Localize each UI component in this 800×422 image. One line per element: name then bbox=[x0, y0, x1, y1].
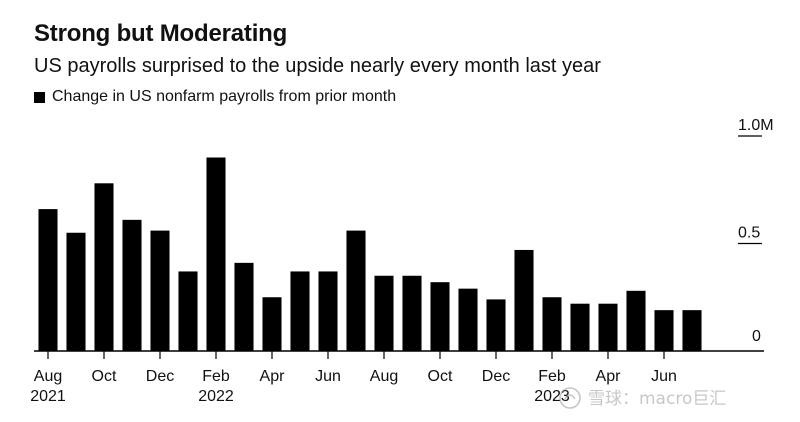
legend-swatch bbox=[34, 91, 45, 103]
y-tick-label: 1.0M bbox=[738, 117, 774, 134]
y-tick-label: 0 bbox=[752, 328, 761, 345]
bar-dec-2021 bbox=[150, 230, 170, 351]
bar-jul-2022 bbox=[346, 230, 366, 351]
x-tick-label-month: Oct bbox=[428, 368, 453, 385]
x-tick-label-month: Jun bbox=[315, 368, 341, 385]
bar-sep-2021 bbox=[66, 232, 86, 351]
x-tick-label-month: Aug bbox=[370, 368, 398, 385]
bar-nov-2021 bbox=[122, 219, 142, 351]
bar-jan-2023 bbox=[514, 249, 534, 351]
bar-dec-2022 bbox=[486, 299, 506, 351]
bar-nov-2022 bbox=[458, 288, 478, 351]
bar-may-2022 bbox=[290, 271, 310, 351]
watermark: 雪球：macro巨汇 bbox=[559, 387, 726, 409]
bar-may-2023 bbox=[626, 290, 646, 351]
bar-aug-2022 bbox=[374, 275, 394, 351]
x-tick-label-month: Dec bbox=[482, 368, 510, 385]
bar-sep-2022 bbox=[402, 275, 422, 351]
y-tick-label: 0.5 bbox=[738, 225, 760, 242]
bar-feb-2023 bbox=[542, 297, 562, 351]
bar-jan-2022 bbox=[178, 271, 198, 351]
bars-group bbox=[38, 157, 702, 351]
x-tick-label-year: 2021 bbox=[30, 388, 66, 405]
x-tick-label-month: Jun bbox=[651, 368, 677, 385]
bar-jun-2022 bbox=[318, 271, 338, 351]
bar-apr-2022 bbox=[262, 297, 282, 351]
axes-group: 0 0.5 1.0M Aug 2021 Oct Dec Feb 2022 Apr Jun Aug Oct… bbox=[30, 117, 773, 405]
watermark-logo-icon bbox=[559, 387, 581, 409]
x-tick-label-month: Oct bbox=[92, 368, 117, 385]
legend-label: Change in US nonfarm payrolls from prior… bbox=[52, 88, 397, 105]
chart-title: Strong but Moderating bbox=[34, 20, 288, 47]
bar-oct-2022 bbox=[430, 282, 450, 351]
x-tick-label-month: Feb bbox=[202, 368, 230, 385]
bar-feb-2022 bbox=[206, 157, 226, 351]
x-tick-label-month: Apr bbox=[596, 368, 622, 385]
watermark-text: 雪球：macro巨汇 bbox=[588, 389, 726, 409]
bar-jul-2023 bbox=[682, 310, 702, 351]
bar-mar-2022 bbox=[234, 262, 254, 351]
legend: Change in US nonfarm payrolls from prior… bbox=[34, 88, 396, 106]
bar-mar-2023 bbox=[570, 303, 590, 351]
x-tick-label-month: Aug bbox=[34, 368, 62, 385]
x-tick-label-month: Feb bbox=[538, 368, 566, 385]
x-tick-label-year: 2022 bbox=[198, 388, 234, 405]
bar-apr-2023 bbox=[598, 303, 618, 351]
bar-jun-2023 bbox=[654, 310, 674, 351]
bar-aug-2021 bbox=[38, 209, 58, 351]
x-tick-label-month: Apr bbox=[260, 368, 286, 385]
bar-oct-2021 bbox=[94, 183, 114, 351]
chart-subtitle: US payrolls surprised to the upside near… bbox=[34, 55, 601, 77]
x-tick-label-month: Dec bbox=[146, 368, 174, 385]
